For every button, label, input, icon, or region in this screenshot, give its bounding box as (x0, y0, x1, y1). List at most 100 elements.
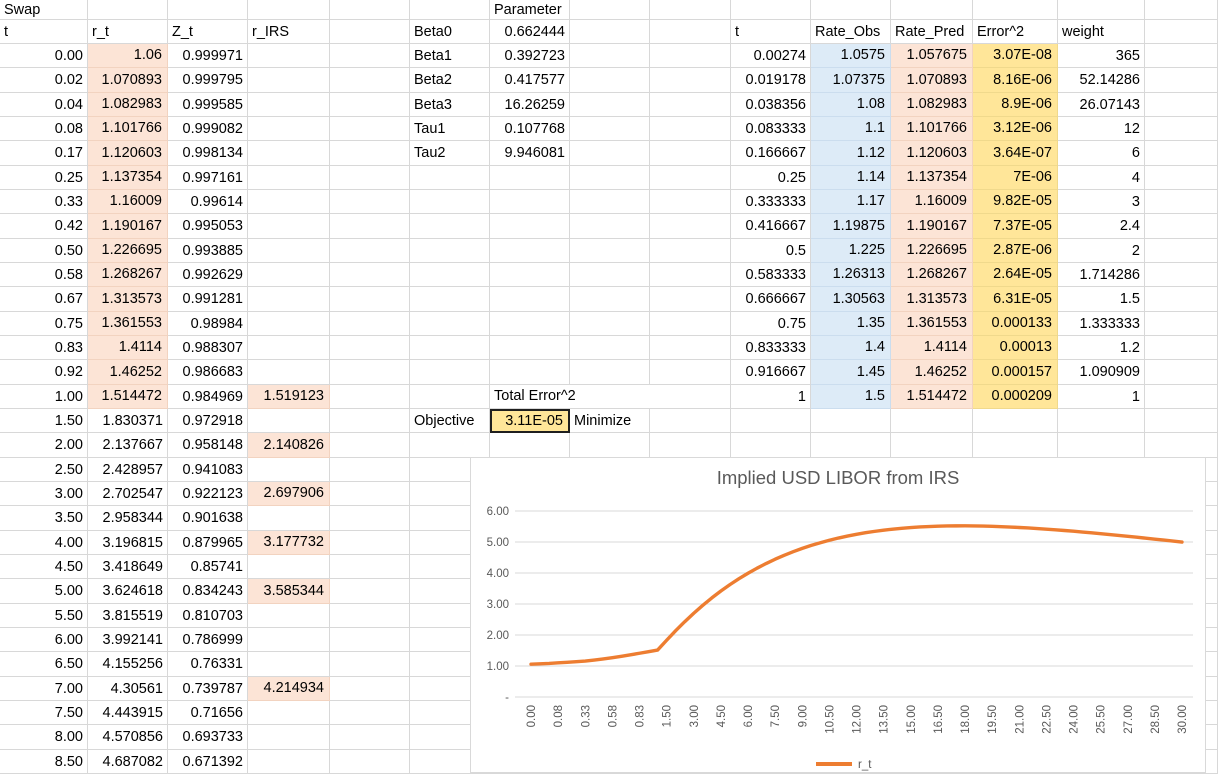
swap-rt-cell[interactable]: 1.16009 (88, 190, 168, 215)
calib-rateobs-cell[interactable]: 1.0575 (811, 44, 891, 69)
param-value[interactable]: 16.26259 (504, 96, 565, 113)
swap-t-cell[interactable]: 0.83 (54, 339, 83, 356)
calib-t-cell[interactable]: 0.833333 (745, 339, 806, 356)
swap-rt-cell[interactable]: 1.46252 (88, 360, 168, 385)
calib-ratepred-cell[interactable]: 1.226695 (891, 238, 973, 263)
swap-rt-cell[interactable]: 1.190167 (88, 214, 168, 239)
swap-rirs-cell[interactable]: 2.140826 (248, 433, 330, 458)
swap-zt-cell[interactable]: 0.997161 (182, 169, 243, 186)
param-value[interactable]: 0.107768 (504, 120, 565, 137)
param-value[interactable]: 9.946081 (504, 145, 565, 162)
calib-t-cell[interactable]: 1 (797, 388, 806, 405)
libor-chart[interactable]: Implied USD LIBOR from IRS 6.00 5.00 4.00 3… (470, 457, 1206, 773)
swap-t-cell[interactable]: 4.50 (54, 558, 83, 575)
swap-rt-cell[interactable]: 1.082983 (88, 92, 168, 118)
swap-rt-cell[interactable]: 1.06 (88, 44, 168, 69)
param-value[interactable]: 0.417577 (504, 72, 565, 89)
calib-t-cell[interactable]: 0.333333 (745, 193, 806, 210)
calib-weight-cell[interactable]: 1.5 (1119, 291, 1140, 308)
parameter-header[interactable]: Parameter (494, 1, 562, 18)
swap-zt-cell[interactable]: 0.85741 (190, 558, 243, 575)
swap-zt-cell[interactable]: 0.922123 (182, 485, 243, 502)
calib-error2-cell[interactable]: 2.64E-05 (973, 263, 1058, 288)
swap-t-cell[interactable]: 0.42 (54, 218, 83, 235)
calib-rateobs-cell[interactable]: 1.17 (811, 190, 891, 215)
left-table-header[interactable]: t (4, 23, 9, 40)
swap-t-cell[interactable]: 7.50 (54, 704, 83, 721)
swap-zt-cell[interactable]: 0.995053 (182, 218, 243, 235)
swap-zt-cell[interactable]: 0.98984 (190, 315, 243, 332)
swap-t-cell[interactable]: 0.67 (54, 291, 83, 308)
calib-ratepred-cell[interactable]: 1.313573 (891, 287, 973, 312)
swap-rt-cell[interactable]: 1.361553 (88, 311, 168, 336)
swap-t-cell[interactable]: 0.02 (54, 72, 83, 89)
swap-rt-cell[interactable]: 2.702547 (102, 485, 163, 502)
swap-rt-cell[interactable]: 1.313573 (88, 287, 168, 312)
calib-rateobs-cell[interactable]: 1.225 (811, 238, 891, 263)
swap-rirs-cell[interactable]: 1.519123 (248, 384, 330, 409)
swap-zt-cell[interactable]: 0.99614 (190, 193, 243, 210)
calib-rateobs-cell[interactable]: 1.35 (811, 311, 891, 336)
swap-zt-cell[interactable]: 0.999795 (182, 72, 243, 89)
left-table-header[interactable]: r_IRS (252, 23, 290, 40)
calib-ratepred-cell[interactable]: 1.268267 (891, 263, 973, 288)
calib-error2-cell[interactable]: 0.000157 (973, 360, 1058, 385)
calib-ratepred-cell[interactable]: 1.4114 (891, 335, 973, 361)
calib-weight-cell[interactable]: 3 (1131, 193, 1140, 210)
calib-t-cell[interactable]: 0.019178 (745, 72, 806, 89)
calib-error2-cell[interactable]: 3.64E-07 (973, 141, 1058, 166)
swap-rirs-cell[interactable]: 3.177732 (248, 530, 330, 555)
calib-weight-cell[interactable]: 2 (1131, 242, 1140, 259)
swap-t-cell[interactable]: 6.50 (54, 656, 83, 673)
swap-zt-cell[interactable]: 0.671392 (182, 753, 243, 770)
calib-t-cell[interactable]: 0.083333 (745, 120, 806, 137)
swap-rt-cell[interactable]: 3.815519 (102, 607, 163, 624)
calib-ratepred-cell[interactable]: 1.070893 (891, 68, 973, 93)
calib-ratepred-cell[interactable]: 1.137354 (891, 165, 973, 190)
swap-zt-cell[interactable]: 0.71656 (190, 704, 243, 721)
calib-error2-cell[interactable]: 7E-06 (973, 165, 1058, 190)
swap-rt-cell[interactable]: 3.992141 (102, 631, 163, 648)
calib-ratepred-cell[interactable]: 1.514472 (891, 384, 973, 409)
left-table-header[interactable]: r_t (92, 23, 109, 40)
swap-rirs-cell[interactable]: 2.697906 (248, 481, 330, 507)
right-table-header[interactable]: t (735, 23, 740, 40)
calib-error2-cell[interactable]: 0.00013 (973, 335, 1058, 361)
minimize-label[interactable]: Minimize (574, 412, 632, 429)
left-table-header[interactable]: Z_t (172, 23, 193, 40)
calib-rateobs-cell[interactable]: 1.12 (811, 141, 891, 166)
swap-t-cell[interactable]: 5.50 (54, 607, 83, 624)
swap-rt-cell[interactable]: 2.958344 (102, 510, 163, 527)
swap-zt-cell[interactable]: 0.834243 (182, 583, 243, 600)
swap-t-cell[interactable]: 0.33 (54, 193, 83, 210)
calib-rateobs-cell[interactable]: 1.14 (811, 165, 891, 190)
swap-rt-cell[interactable]: 4.570856 (102, 729, 163, 746)
calib-rateobs-cell[interactable]: 1.1 (811, 117, 891, 142)
swap-t-cell[interactable]: 8.00 (54, 729, 83, 746)
swap-rt-cell[interactable]: 4.30561 (110, 680, 163, 697)
calib-rateobs-cell[interactable]: 1.19875 (811, 214, 891, 239)
swap-zt-cell[interactable]: 0.958148 (182, 437, 243, 454)
calib-rateobs-cell[interactable]: 1.45 (811, 360, 891, 385)
swap-t-cell[interactable]: 0.58 (54, 266, 83, 283)
swap-zt-cell[interactable]: 0.739787 (182, 680, 243, 697)
sheet-title-swap[interactable]: Swap (4, 1, 41, 18)
calib-error2-cell[interactable]: 0.000133 (973, 311, 1058, 336)
swap-zt-cell[interactable]: 0.901638 (182, 510, 243, 527)
calib-weight-cell[interactable]: 26.07143 (1079, 96, 1140, 113)
calib-error2-cell[interactable]: 3.07E-08 (973, 44, 1058, 69)
swap-t-cell[interactable]: 0.04 (54, 96, 83, 113)
calib-error2-cell[interactable]: 3.12E-06 (973, 117, 1058, 142)
swap-zt-cell[interactable]: 0.998134 (182, 145, 243, 162)
calib-ratepred-cell[interactable]: 1.361553 (891, 311, 973, 336)
swap-t-cell[interactable]: 1.50 (54, 412, 83, 429)
swap-t-cell[interactable]: 0.25 (54, 169, 83, 186)
calib-t-cell[interactable]: 0.00274 (753, 47, 806, 64)
swap-rt-cell[interactable]: 3.418649 (102, 558, 163, 575)
calib-rateobs-cell[interactable]: 1.26313 (811, 263, 891, 288)
calib-weight-cell[interactable]: 1.090909 (1079, 364, 1140, 381)
objective-label[interactable]: Objective (414, 412, 475, 429)
calib-rateobs-cell[interactable]: 1.5 (811, 384, 891, 409)
swap-zt-cell[interactable]: 0.986683 (182, 364, 243, 381)
swap-t-cell[interactable]: 0.75 (54, 315, 83, 332)
